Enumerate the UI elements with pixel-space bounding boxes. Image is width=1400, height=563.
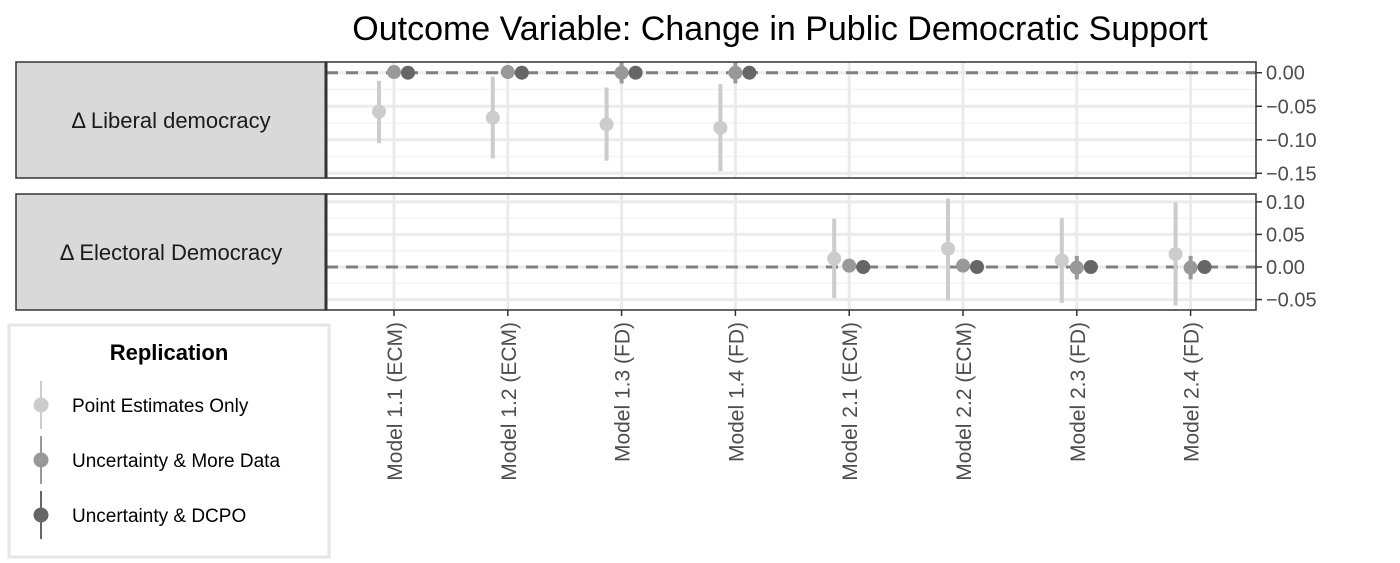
data-point [1168, 246, 1183, 261]
facet-strip [15, 61, 327, 179]
data-point [856, 259, 871, 274]
x-axis: Model 1.1 (ECM) Model 1.2 (ECM) Model 1.3 … [384, 310, 1204, 481]
data-point [941, 241, 955, 256]
x-tick-label: Model 1.4 (FD) [725, 322, 748, 462]
x-tick-label: Model 2.1 (ECM) [839, 322, 862, 481]
x-tick-label: Model 2.2 (ECM) [953, 322, 976, 481]
data-point [514, 65, 529, 80]
facet-strip [15, 193, 327, 311]
data-point [728, 65, 743, 80]
data-point [1183, 260, 1198, 275]
facet-label: Δ Liberal democracy [71, 108, 270, 133]
y-tick-label: −0.10 [1266, 130, 1317, 152]
y-tick-label: 0.10 [1266, 192, 1305, 214]
legend-label: Uncertainty & More Data [72, 451, 280, 472]
legend-key [33, 491, 49, 539]
y-tick-label: 0.05 [1266, 224, 1305, 246]
x-tick-label: Model 2.3 (FD) [1067, 322, 1090, 462]
panel-background [326, 194, 1256, 310]
data-point [614, 65, 629, 80]
legend-label: Uncertainty & DCPO [72, 506, 246, 527]
x-tick-label: Model 1.1 (ECM) [384, 322, 407, 481]
y-tick-label: 0.00 [1266, 63, 1305, 85]
data-point [500, 65, 515, 80]
data-point [628, 65, 643, 80]
facet-panel-1: Δ Liberal democracy 0.00 −0.05 −0.10 −0.15 [15, 61, 1317, 185]
data-point [1054, 253, 1069, 268]
data-point [401, 65, 415, 80]
chart-title: Outcome Variable: Change in Public Democ… [352, 10, 1208, 48]
panels: Δ Liberal democracy0.00−0.05−0.10−0.15Δ … [15, 61, 1317, 312]
legend-key-point [33, 397, 49, 413]
y-tick-label: −0.05 [1266, 290, 1317, 312]
facet-label: Δ Electoral Democracy [60, 240, 283, 265]
legend-box [7, 323, 331, 559]
data-point [970, 259, 984, 274]
legend-key [33, 381, 49, 429]
facet-panel-2: Δ Electoral Democracy 0.10 0.05 0.00 −0.05 [15, 192, 1317, 312]
legend-key-point [33, 452, 49, 468]
data-point [827, 251, 842, 266]
y-tick-label: −0.05 [1266, 96, 1317, 118]
data-point [599, 117, 614, 132]
legend-key-point [33, 507, 49, 523]
data-point [842, 258, 857, 273]
data-point [742, 65, 757, 80]
x-tick-label: Model 1.3 (FD) [612, 322, 635, 462]
legend: Replication Point Estimates Only Uncertai… [7, 323, 331, 559]
data-point [485, 110, 500, 125]
panel-background [326, 62, 1256, 178]
legend-label: Point Estimates Only [72, 396, 249, 417]
y-tick-label: 0.00 [1266, 257, 1305, 279]
data-point [387, 65, 401, 80]
legend-title: Replication [110, 340, 229, 365]
data-point [713, 120, 728, 135]
y-tick-label: −0.15 [1266, 163, 1317, 185]
x-tick-label: Model 1.2 (ECM) [498, 322, 521, 481]
legend-key [33, 436, 49, 484]
data-point [956, 258, 970, 273]
data-point [372, 104, 386, 119]
data-point [1069, 260, 1084, 275]
data-point [1083, 259, 1098, 274]
x-tick-label: Model 2.4 (FD) [1181, 322, 1204, 462]
data-point [1197, 259, 1212, 274]
